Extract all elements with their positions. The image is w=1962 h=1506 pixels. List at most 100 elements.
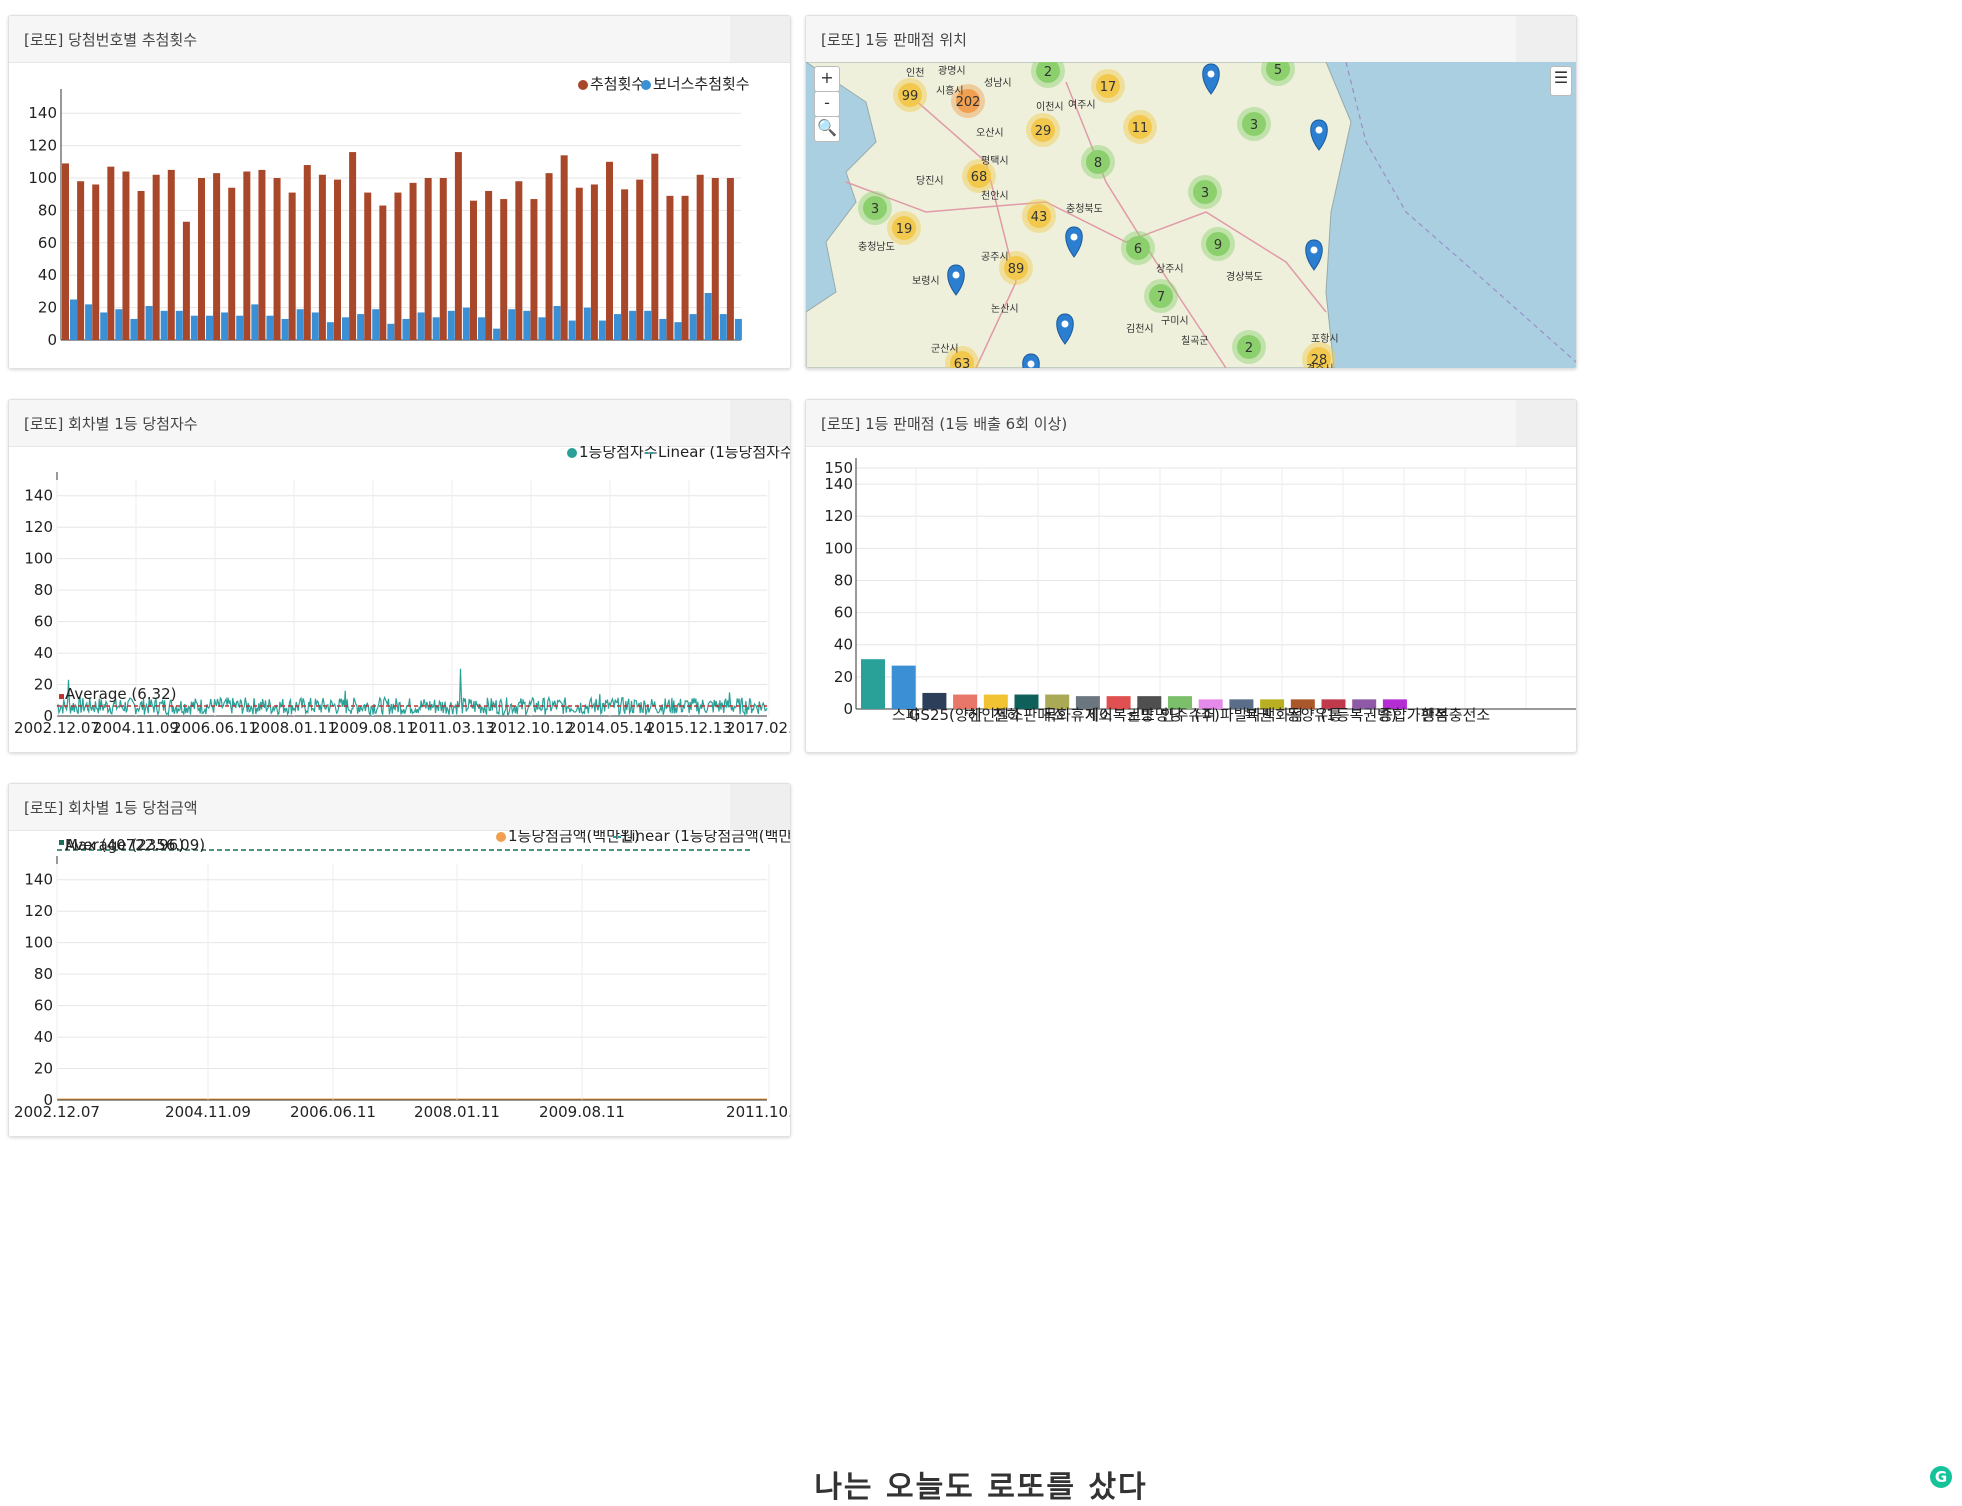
- bar-bonus: [206, 315, 213, 340]
- panel-prize: [로또] 회차별 1등 당첨금액 0 20 40 60 80 100 120 140 2002.…: [8, 783, 791, 1137]
- panel-title: [로또] 1등 판매점 위치: [821, 31, 967, 49]
- bar-draw: [318, 174, 326, 340]
- y-tick-label: 40: [38, 266, 57, 284]
- panel-toolbar[interactable]: [1516, 400, 1576, 446]
- y-tick-label: 20: [38, 299, 57, 317]
- x-tick-label: 소판매소: [1010, 706, 1065, 724]
- bar-bonus: [70, 299, 77, 340]
- y-tick-label: 60: [34, 997, 53, 1015]
- x-tick-label: (1등복권방): [1320, 706, 1396, 724]
- x-tick-label: 2002.12.07: [14, 1103, 100, 1121]
- zoom-in-button[interactable]: +: [814, 66, 840, 92]
- map-place-label: 광명시: [938, 65, 966, 77]
- map-marker-dot: [1061, 320, 1069, 328]
- map-cluster: [1126, 236, 1150, 260]
- bar-draw: [92, 184, 100, 340]
- bar-store: [1229, 699, 1254, 709]
- bar-bonus: [175, 310, 183, 340]
- bar-bonus: [659, 318, 667, 340]
- map-land: [806, 62, 1352, 368]
- bar-draw: [273, 178, 281, 340]
- map-cluster: [1242, 112, 1266, 136]
- x-tick-label: 2011.03.13: [409, 719, 495, 737]
- bar-bonus: [145, 305, 153, 340]
- panel-title: [로또] 1등 판매점 (1등 배출 6회 이상): [821, 415, 1068, 433]
- map-cluster-count: 3: [1250, 118, 1258, 133]
- map-cluster-count: 28: [1311, 353, 1328, 368]
- y-tick-label: 60: [34, 613, 53, 631]
- draw-count-chart: 0 20 40 60 80 100 120 140 추첨횟수 보너스추첨횟수: [28, 75, 749, 349]
- map-cluster: [1237, 335, 1261, 359]
- y-tick-label: 120: [24, 518, 53, 536]
- bar-bonus: [372, 309, 380, 340]
- x-tick-label: 2002.12.07: [14, 719, 100, 737]
- bar-draw: [545, 173, 553, 340]
- bar-bonus: [598, 320, 606, 340]
- search-icon[interactable]: 🔍: [814, 116, 840, 142]
- map-place-label: 칠곡군: [1181, 335, 1209, 347]
- y-tick-label: 40: [834, 636, 853, 654]
- bar-bonus: [674, 322, 682, 340]
- y-tick-label: 0: [43, 1091, 53, 1109]
- panel-title: [로또] 회차별 1등 당첨자수: [24, 415, 198, 433]
- bar-draw: [379, 205, 387, 340]
- map-cluster: [1128, 115, 1152, 139]
- map-cluster: [1031, 118, 1055, 142]
- x-tick-label: 2015.12.13: [646, 719, 732, 737]
- bar-draw: [621, 189, 629, 340]
- grammarly-icon[interactable]: G: [1930, 1466, 1952, 1488]
- panel-toolbar[interactable]: [730, 784, 790, 830]
- y-tick-label: 120: [28, 137, 57, 155]
- panel-winners: [로또] 회차별 1등 당첨자수 0 20 40 60 80 100 120 140 2002.…: [8, 399, 791, 753]
- bar-bonus: [251, 304, 259, 340]
- y-tick-label: 20: [34, 676, 53, 694]
- bar-store: [1075, 696, 1100, 709]
- bar-bonus: [447, 310, 455, 340]
- panel-toolbar[interactable]: [730, 400, 790, 446]
- x-tick-label: 2006.06.11: [172, 719, 258, 737]
- y-tick-label: 120: [824, 507, 853, 525]
- x-tick-label: 2014.05.14: [567, 719, 653, 737]
- bar-bonus: [538, 317, 546, 340]
- map-cluster: [1096, 74, 1120, 98]
- map-marker-dot: [1027, 360, 1035, 368]
- bar-draw: [303, 165, 311, 340]
- store-map[interactable]: 99 202 2 17 5 29 11 3 8 68 3 43 3 19 6 9 89 7 63 2 28 인천 광명시성남…: [806, 62, 1576, 368]
- legend-label: 1등당첨금액(백만원): [508, 830, 640, 845]
- panel-header: [로또] 1등 판매점 위치: [806, 16, 1576, 63]
- map-place-label: 충청남도: [858, 241, 895, 253]
- panel-toolbar[interactable]: [1516, 16, 1576, 62]
- bar-store: [1198, 699, 1223, 709]
- map-marker-icon: [947, 264, 965, 296]
- map-marker-icon: [1065, 226, 1083, 258]
- bar-draw: [182, 221, 190, 340]
- y-tick-label: 120: [24, 902, 53, 920]
- map-place-label: 이천시: [1036, 101, 1064, 113]
- bar-draw: [288, 192, 296, 340]
- map-marker-dot: [1070, 233, 1078, 241]
- y-tick-label: 140: [28, 104, 57, 122]
- map-cluster-count: 19: [896, 222, 913, 237]
- map-cluster-count: 2: [1245, 341, 1253, 356]
- map-cluster-count: 2: [1044, 65, 1052, 80]
- x-tick-label: 2009.08.11: [539, 1103, 625, 1121]
- map-cluster-count: 89: [1008, 262, 1025, 277]
- map-marker-icon: [1310, 119, 1328, 151]
- panel-title: [로또] 회차별 1등 당첨금액: [24, 799, 198, 817]
- y-tick-label: 40: [34, 1028, 53, 1046]
- zoom-out-button[interactable]: -: [814, 91, 840, 117]
- y-tick-label: 80: [834, 571, 853, 589]
- y-tick-label: 20: [834, 668, 853, 686]
- panel-header: [로또] 회차별 1등 당첨자수: [9, 400, 790, 447]
- layers-icon[interactable]: ☰: [1550, 66, 1572, 96]
- y-tick-label: 80: [34, 965, 53, 983]
- map-place-label: 인천: [906, 67, 924, 79]
- bar-bonus: [644, 310, 652, 340]
- annotation-marker: [59, 840, 64, 845]
- panel-toolbar[interactable]: [730, 16, 790, 62]
- y-tick-label: 0: [47, 331, 57, 349]
- panel-title: [로또] 당첨번호별 추첨횟수: [24, 31, 198, 49]
- map-marker-icon: [1305, 239, 1323, 271]
- bar-draw: [258, 169, 266, 340]
